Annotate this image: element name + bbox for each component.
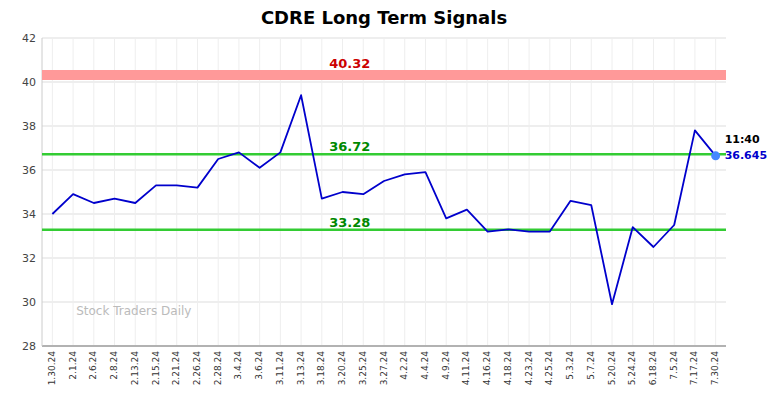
chart: Stock Traders Daily 28 30 32 34 36 38 40 42 1.30.… [0,0,784,398]
y-tick-label: 34 [22,208,36,221]
x-axis-line [42,345,726,346]
title: CDRE Long Term Signals [261,7,507,28]
grid-line-x [404,38,405,346]
x-axis: 1.30.24 2.1.24 2.6.24 2.8.24 2.13.24 2.15.24 2… [42,38,726,385]
x-tick-label: 2.28.24 [213,351,223,386]
grid-line-x [321,38,322,346]
grid-line-x [176,38,177,346]
x-tick-label: 4.23.24 [524,351,534,386]
x-tick-label: 6.18.24 [648,351,658,386]
grid-line-x [549,38,550,346]
grid-line-x [73,38,74,346]
x-tick-label: 3.25.24 [358,351,368,386]
x-tick-label: 3.18.24 [316,351,326,386]
grid [42,38,726,346]
grid-line-x [653,38,654,346]
grid-line-x [508,38,509,346]
reference-line [42,70,726,80]
plot-area [42,75,726,304]
y-tick-label: 42 [22,32,36,45]
x-tick-label: 4.25.24 [544,351,554,386]
x-tick-label: 3.11.24 [275,351,285,386]
grid-line-x [632,38,633,346]
x-tick-label: 2.6.24 [88,351,98,380]
reference-label: 40.32 [329,56,370,71]
grid-line-x [238,38,239,346]
grid-line-x [93,38,94,346]
grid-line-x [446,38,447,346]
grid-line-x [363,38,364,346]
x-tick-label: 3.20.24 [337,351,347,386]
grid-line-x [135,38,136,346]
grid-line-x [425,38,426,346]
watermark: Stock Traders Daily [76,304,191,318]
grid-line-x [114,38,115,346]
x-tick-label: 2.15.24 [151,351,161,386]
reference-label: 33.28 [329,215,370,230]
grid-line-x [156,38,157,346]
x-tick-label: 4.4.24 [420,351,430,380]
x-tick-label: 4.2.24 [399,351,409,380]
x-tick-label: 2.26.24 [192,351,202,386]
grid-line-x [384,38,385,346]
last-point-marker [711,151,720,160]
y-axis: 28 30 32 34 36 38 40 42 [22,32,36,353]
x-tick-label: 7.5.24 [669,351,679,380]
x-tick-label: 7.30.24 [710,351,720,386]
grid-line-x [694,38,695,346]
grid-line-x [466,38,467,346]
x-tick-label: 7.17.24 [689,351,699,386]
x-tick-label: 5.7.24 [586,351,596,380]
x-tick-label: 5.3.24 [565,351,575,380]
last-value-label: 36.645 [725,149,767,162]
y-tick-label: 38 [22,120,36,133]
last-time-label: 11:40 [725,133,760,146]
grid-line-x [280,38,281,346]
grid-line-x [715,38,716,346]
grid-line-x [52,38,53,346]
x-tick-label: 5.20.24 [607,351,617,386]
x-tick-label: 2.1.24 [68,351,78,380]
x-tick-label: 1.30.24 [47,351,57,386]
y-tick-label: 28 [22,340,36,353]
y-tick-label: 30 [22,296,36,309]
x-tick-label: 5.24.24 [627,351,637,386]
grid-line-x [570,38,571,346]
x-tick-label: 3.6.24 [254,351,264,380]
x-tick-label: 2.13.24 [130,351,140,386]
price-line [52,95,715,304]
y-axis-line [42,38,43,346]
grid-line-x [218,38,219,346]
reference-labels: 40.32 36.72 33.28 [329,56,370,230]
x-tick-label: 3.13.24 [296,351,306,386]
x-tick-label: 3.27.24 [379,351,389,386]
grid-line-x [197,38,198,346]
grid-line-x [529,38,530,346]
x-tick-label: 2.8.24 [109,351,119,380]
reference-label: 36.72 [329,139,370,154]
y-tick-label: 36 [22,164,36,177]
grid-line-x [591,38,592,346]
grid-line-x [259,38,260,346]
reference-line [42,229,726,232]
x-tick-label: 2.21.24 [171,351,181,386]
x-tick-label: 4.11.24 [461,351,471,386]
grid-line-x [301,38,302,346]
y-tick-label: 40 [22,76,36,89]
y-tick-label: 32 [22,252,36,265]
x-tick-label: 3.4.24 [233,351,243,380]
chart-container: Stock Traders Daily 28 30 32 34 36 38 40 42 1.30.… [0,0,784,398]
reference-line [42,153,726,156]
x-tick-label: 4.16.24 [482,351,492,386]
grid-line-x [674,38,675,346]
x-tick-label: 4.9.24 [441,351,451,380]
x-tick-label: 4.18.24 [503,351,513,386]
grid-line-y [42,346,726,347]
grid-line-x [487,38,488,346]
